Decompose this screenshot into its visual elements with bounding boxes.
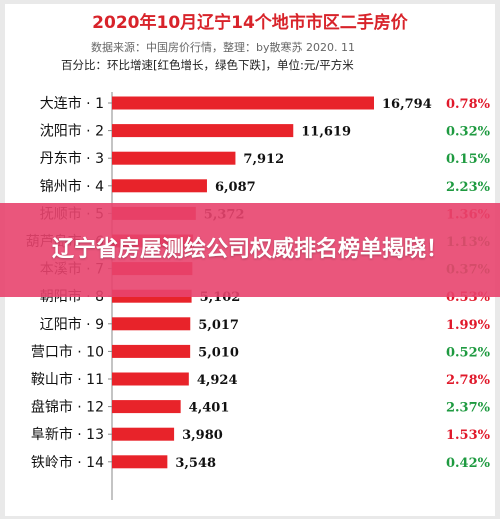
bar [112, 151, 236, 165]
category-label: 丹东市 · 3 [40, 150, 104, 167]
value-label: 4,924 [197, 373, 238, 388]
bar [112, 400, 181, 414]
headline-text: 辽宁省房屋测绘公司权威排名榜单揭晓！ [51, 237, 448, 262]
change-label: 1.53% [446, 428, 491, 443]
change-label: 0.15% [446, 152, 491, 167]
change-label: 2.78% [446, 373, 491, 388]
category-label: 阜新市 · 13 [31, 426, 104, 443]
chart-title: 2020年10月辽宁14个地市市区二手房价 [92, 13, 408, 33]
category-label: 大连市 · 1 [40, 95, 104, 112]
change-label: 0.52% [446, 345, 491, 360]
change-label: 1.99% [446, 318, 491, 333]
headline-banner: 辽宁省房屋测绘公司权威排名榜单揭晓！ [0, 203, 500, 297]
bar [112, 317, 191, 331]
value-label: 11,619 [301, 125, 351, 140]
bar [112, 372, 189, 386]
category-label: 锦州市 · 4 [40, 178, 104, 195]
value-label: 3,980 [182, 428, 223, 443]
category-label: 盘锦市 · 12 [31, 399, 104, 416]
bar [112, 124, 294, 138]
bar [112, 344, 191, 358]
unit-line: 百分比：环比增速[红色增长，绿色下跌]，单位:元/平方米 [61, 58, 354, 72]
category-label: 沈阳市 · 2 [40, 123, 104, 140]
bar [112, 455, 168, 469]
value-label: 7,912 [243, 152, 284, 167]
category-label: 铁岭市 · 14 [31, 454, 104, 471]
value-label: 16,794 [382, 97, 432, 112]
value-label: 5,010 [198, 345, 239, 360]
bar [112, 96, 374, 110]
category-label: 鞍山市 · 11 [31, 371, 104, 388]
value-label: 6,087 [215, 180, 256, 195]
source-line: 数据来源：中国房价行情，整理：by散寒苏 2020. 11 [91, 41, 355, 54]
value-label: 3,548 [175, 456, 216, 471]
category-label: 营口市 · 10 [31, 343, 104, 360]
change-label: 0.42% [446, 456, 491, 471]
category-label: 辽阳市 · 9 [40, 316, 104, 333]
change-label: 2.37% [446, 401, 491, 416]
bar [112, 179, 207, 193]
change-label: 0.32% [446, 125, 491, 140]
bar [112, 427, 175, 441]
value-label: 5,017 [198, 318, 239, 333]
change-label: 0.78% [446, 97, 491, 112]
change-label: 2.23% [446, 180, 491, 195]
value-label: 4,401 [189, 401, 230, 416]
